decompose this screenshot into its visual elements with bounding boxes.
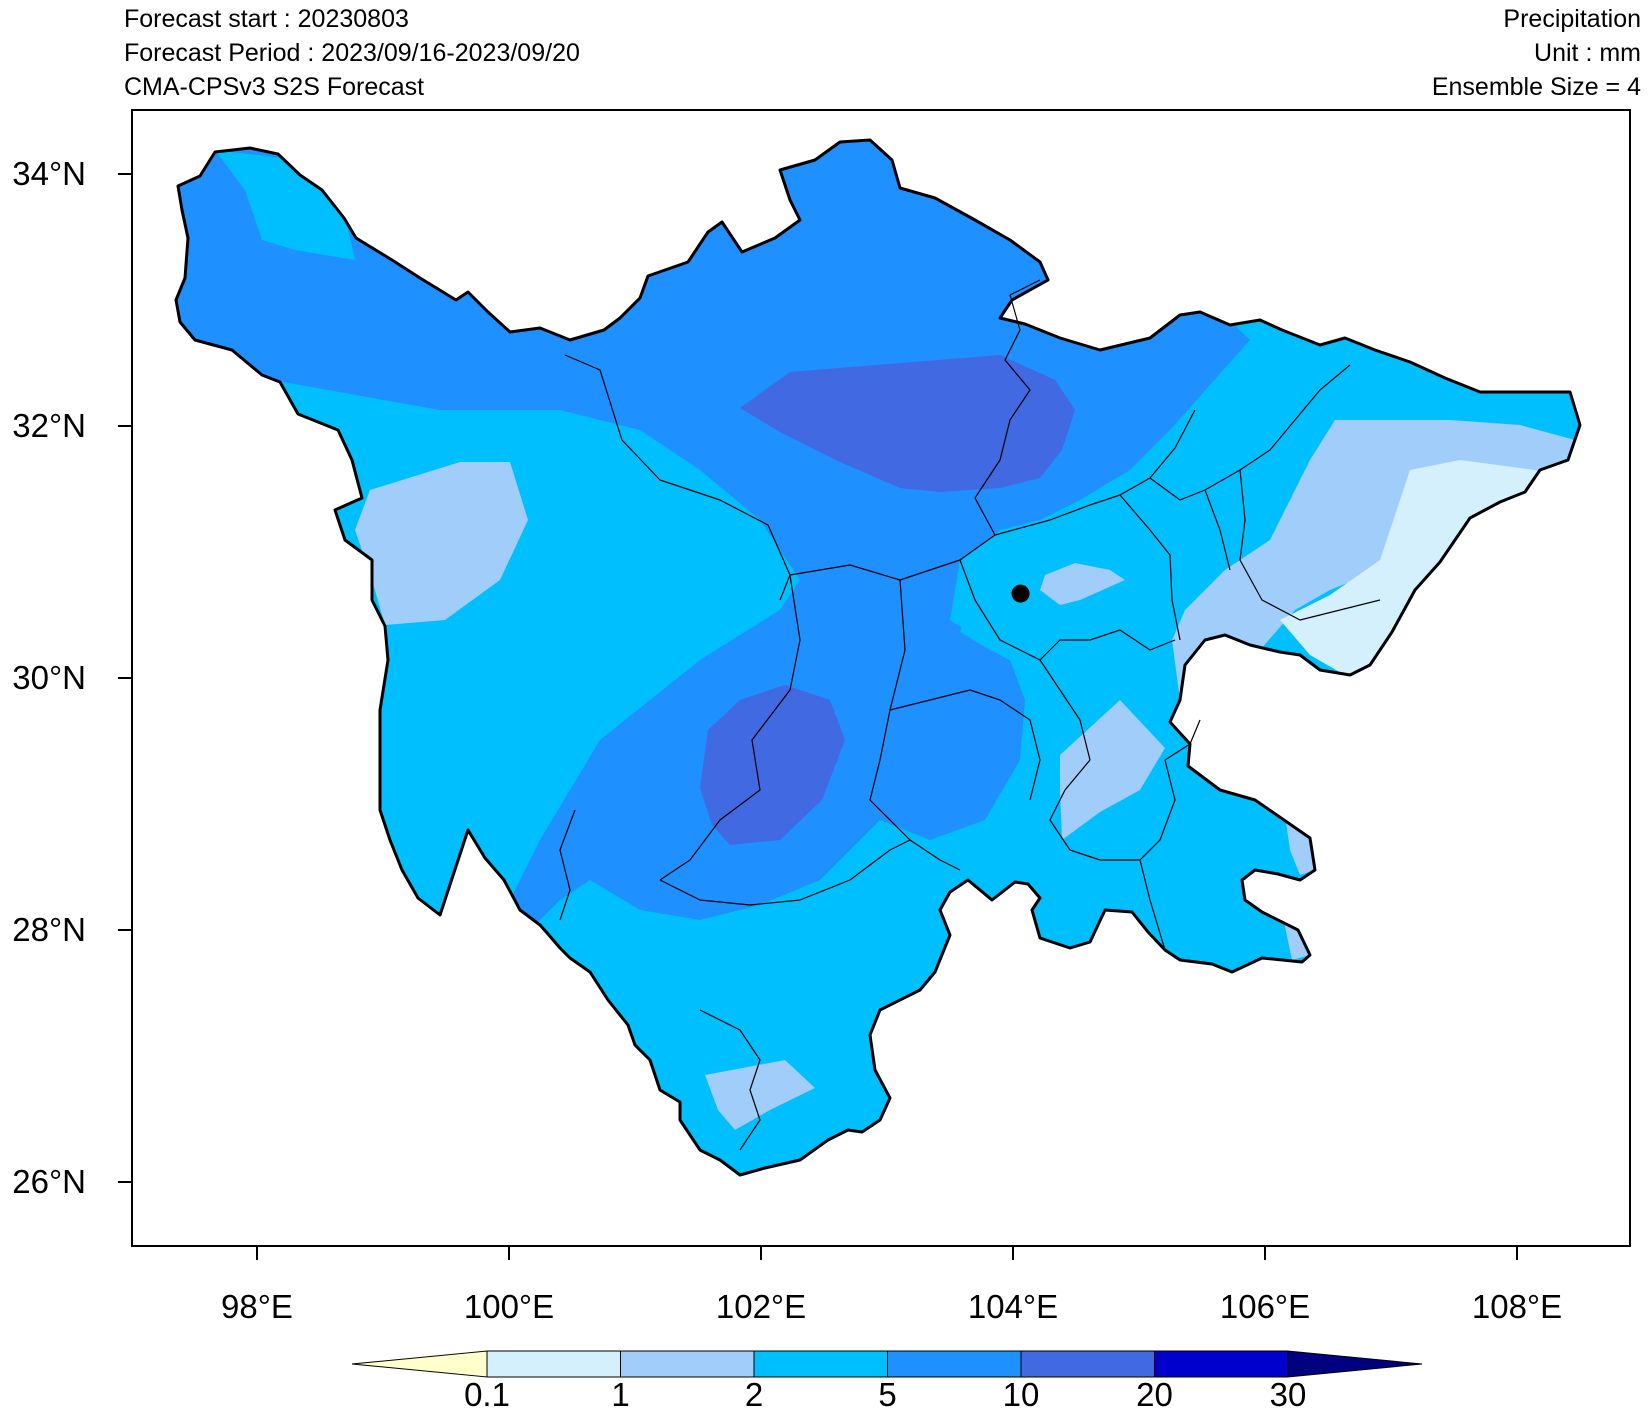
forecast-period-label: Forecast Period : 2023/09/16-2023/09/20 bbox=[124, 39, 580, 67]
latitude-axis: 34°N 32°N 30°N 28°N 26°N bbox=[12, 155, 132, 1200]
longitude-axis: 98°E 100°E 102°E 104°E 106°E 108°E bbox=[221, 1246, 1562, 1325]
legend-swatch bbox=[1154, 1350, 1289, 1378]
legend-label: 10 bbox=[1003, 1376, 1040, 1413]
legend-colorbar: 0.1 1 2 5 10 20 30 bbox=[351, 1350, 1423, 1413]
precip-fill-1-2-southcentral bbox=[1060, 700, 1165, 840]
legend-swatch bbox=[753, 1350, 888, 1378]
forecast-start-label: Forecast start : 20230803 bbox=[124, 5, 409, 33]
lat-tick-label: 30°N bbox=[12, 659, 86, 696]
header-right: Precipitation Unit : mm Ensemble Size = … bbox=[1432, 2, 1641, 104]
variable-label: Precipitation bbox=[1503, 5, 1641, 33]
legend-label: 0.1 bbox=[464, 1376, 510, 1413]
city-marker bbox=[1011, 584, 1030, 603]
precip-fill-10-20-north bbox=[740, 355, 1075, 492]
legend-label: 2 bbox=[745, 1376, 763, 1413]
lon-tick-label: 106°E bbox=[1220, 1288, 1310, 1325]
province-boundary bbox=[174, 138, 1582, 1177]
legend-swatch bbox=[620, 1350, 755, 1378]
legend-swatch bbox=[887, 1350, 1022, 1378]
lon-tick-label: 104°E bbox=[968, 1288, 1058, 1325]
lat-tick-label: 26°N bbox=[12, 1163, 86, 1200]
legend-label: 5 bbox=[878, 1376, 896, 1413]
legend-label: 20 bbox=[1136, 1376, 1173, 1413]
lat-tick-label: 34°N bbox=[12, 155, 86, 192]
precip-fill-5-10 bbox=[176, 140, 1250, 940]
precip-fill-1-2-south bbox=[705, 1060, 815, 1130]
ensemble-size-label: Ensemble Size = 4 bbox=[1431, 73, 1641, 101]
header-left: Forecast start : 20230803 Forecast Perio… bbox=[124, 2, 580, 104]
precip-fill-10-20-south bbox=[700, 685, 845, 845]
lat-tick-label: 32°N bbox=[12, 407, 86, 444]
model-label: CMA-CPSv3 S2S Forecast bbox=[124, 73, 425, 101]
precip-fill-1-2-west bbox=[355, 462, 528, 625]
legend-swatch-below-min bbox=[351, 1350, 488, 1378]
legend-swatch-above-max bbox=[1287, 1350, 1423, 1378]
precip-fill-1-2-chengdu bbox=[1040, 563, 1125, 605]
legend-label: 30 bbox=[1270, 1376, 1307, 1413]
legend-swatch bbox=[1020, 1350, 1155, 1378]
precip-fill-1-2-tip1 bbox=[1285, 815, 1315, 875]
lon-tick-label: 100°E bbox=[464, 1288, 554, 1325]
unit-label: Unit : mm bbox=[1534, 39, 1641, 67]
lat-tick-label: 28°N bbox=[12, 911, 86, 948]
lon-tick-label: 98°E bbox=[221, 1288, 293, 1325]
prefecture-boundaries bbox=[559, 279, 1381, 1151]
legend-swatch bbox=[486, 1350, 621, 1378]
legend-label: 1 bbox=[611, 1376, 629, 1413]
lon-tick-label: 108°E bbox=[1472, 1288, 1562, 1325]
precip-fill-2-5-nw bbox=[215, 150, 355, 260]
lon-tick-label: 102°E bbox=[716, 1288, 806, 1325]
